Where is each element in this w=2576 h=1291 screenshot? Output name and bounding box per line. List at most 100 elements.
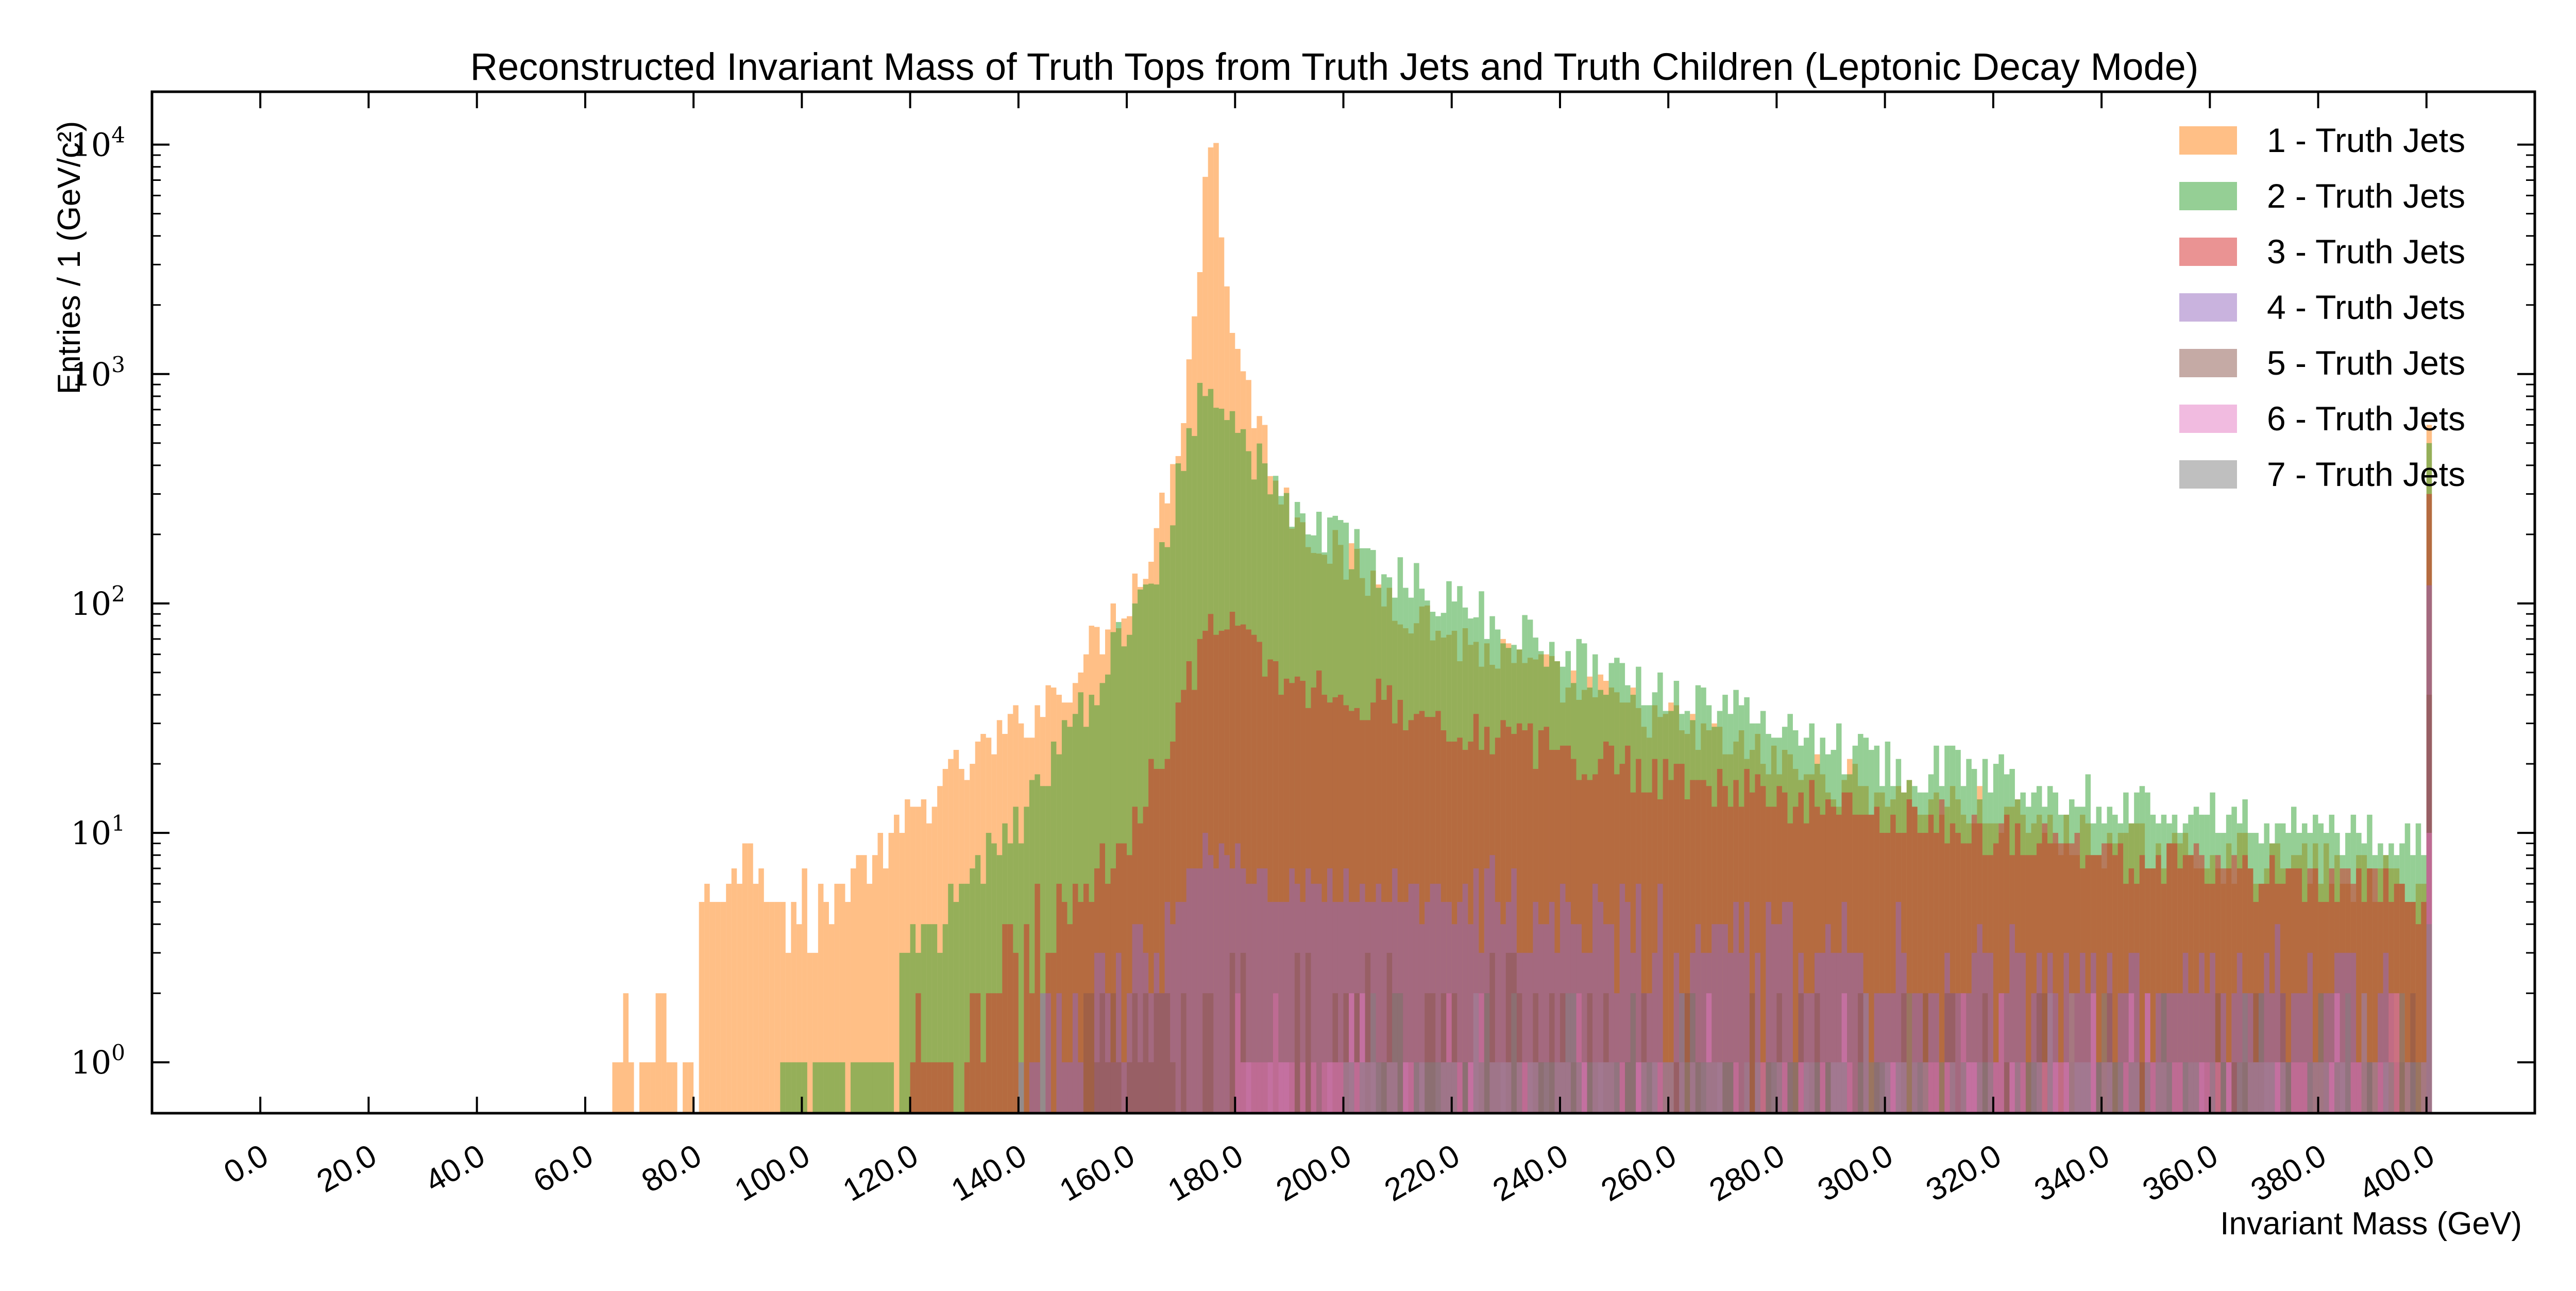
x-tick-label: 160.0 xyxy=(1054,1137,1141,1208)
bar xyxy=(1414,883,1419,1113)
bar xyxy=(2036,993,2042,1113)
plot-area xyxy=(612,143,2432,1113)
bar xyxy=(1283,678,1290,1113)
bar xyxy=(1998,993,2004,1113)
bar xyxy=(2188,855,2194,1113)
bar xyxy=(2204,993,2210,1113)
bar xyxy=(931,1062,938,1113)
bar xyxy=(1360,1062,1365,1113)
bar xyxy=(1159,768,1165,1113)
bar xyxy=(758,868,764,1113)
bar xyxy=(1977,1062,1982,1113)
bar xyxy=(1170,924,1176,1113)
bar xyxy=(1939,1062,1945,1113)
bar xyxy=(942,924,948,1113)
bar xyxy=(910,924,916,1113)
y-tick-base: 10 xyxy=(71,1044,111,1081)
bar xyxy=(769,902,775,1113)
bar xyxy=(1479,1062,1484,1113)
bar xyxy=(2269,1062,2275,1113)
bar xyxy=(1013,952,1019,1113)
bar xyxy=(2031,993,2037,1113)
bar xyxy=(1636,883,1641,1113)
bar xyxy=(2134,952,2140,1113)
bar xyxy=(2004,993,2010,1113)
legend-swatch xyxy=(2179,293,2237,322)
bar xyxy=(1056,993,1062,1113)
bar xyxy=(785,952,791,1113)
bar xyxy=(1273,661,1279,1113)
bar xyxy=(1002,924,1008,1113)
bar xyxy=(2350,1062,2357,1113)
bar xyxy=(1489,952,1495,1113)
bar xyxy=(1912,993,1918,1113)
bar xyxy=(1267,659,1273,1113)
bar xyxy=(1560,993,1566,1113)
bar xyxy=(2253,1062,2259,1113)
bar xyxy=(1327,868,1333,1113)
bar xyxy=(1950,1062,1956,1113)
bar xyxy=(2107,1062,2113,1113)
x-tick-label: 80.0 xyxy=(636,1137,707,1199)
bar xyxy=(1668,780,1674,1113)
bar xyxy=(2128,993,2134,1113)
bar xyxy=(2329,1062,2335,1113)
bar xyxy=(2074,993,2080,1113)
bar xyxy=(2117,993,2124,1113)
bar xyxy=(1836,952,1842,1113)
bar xyxy=(1365,1062,1371,1113)
bar xyxy=(2313,868,2318,1113)
bar xyxy=(1121,1062,1127,1113)
bar xyxy=(1977,924,1982,1113)
bar xyxy=(850,868,856,1113)
bar xyxy=(931,924,938,1113)
bar xyxy=(1576,1062,1582,1113)
bar xyxy=(683,1062,688,1113)
bar xyxy=(1029,780,1035,1113)
legend-swatch xyxy=(2179,126,2237,155)
bar xyxy=(742,843,748,1113)
bar xyxy=(1154,993,1160,1113)
bar xyxy=(2264,1062,2269,1113)
bar xyxy=(1592,883,1598,1113)
bar xyxy=(2014,952,2021,1113)
bar xyxy=(2307,952,2313,1113)
bar xyxy=(2291,868,2297,1113)
bar xyxy=(861,1062,867,1113)
bar xyxy=(1457,1062,1463,1113)
y-tick-base: 10 xyxy=(71,356,111,393)
bar xyxy=(1446,1062,1452,1113)
bar xyxy=(1988,1062,1993,1113)
bar xyxy=(980,1062,986,1113)
y-tick-label: 104 xyxy=(71,123,125,164)
bar xyxy=(2063,1062,2070,1113)
bar xyxy=(834,883,840,1113)
bar xyxy=(1847,1062,1853,1113)
bar xyxy=(2221,868,2226,1113)
bar xyxy=(1067,924,1073,1113)
bar xyxy=(2123,993,2129,1113)
x-tick-label: 100.0 xyxy=(728,1137,816,1208)
bar xyxy=(1544,727,1549,1113)
bar xyxy=(850,1062,856,1113)
bar xyxy=(1397,993,1403,1113)
bar xyxy=(1029,1062,1035,1113)
y-tick-exponent: 0 xyxy=(111,1040,125,1065)
bar xyxy=(1138,924,1143,1113)
bar xyxy=(1901,993,1907,1113)
bar xyxy=(1425,1062,1430,1113)
bar xyxy=(1841,1062,1848,1113)
bar xyxy=(2025,855,2031,1113)
bar xyxy=(2117,1062,2124,1113)
bar xyxy=(1360,993,1365,1113)
bar xyxy=(1078,902,1083,1113)
bar xyxy=(2177,993,2183,1113)
bar xyxy=(953,902,959,1113)
bar xyxy=(1619,1062,1625,1113)
bar xyxy=(937,786,943,1113)
bar xyxy=(1928,814,1934,1113)
bar xyxy=(2102,843,2107,1113)
bar xyxy=(645,1062,651,1113)
bar xyxy=(1500,924,1506,1113)
bar xyxy=(1197,868,1203,1113)
